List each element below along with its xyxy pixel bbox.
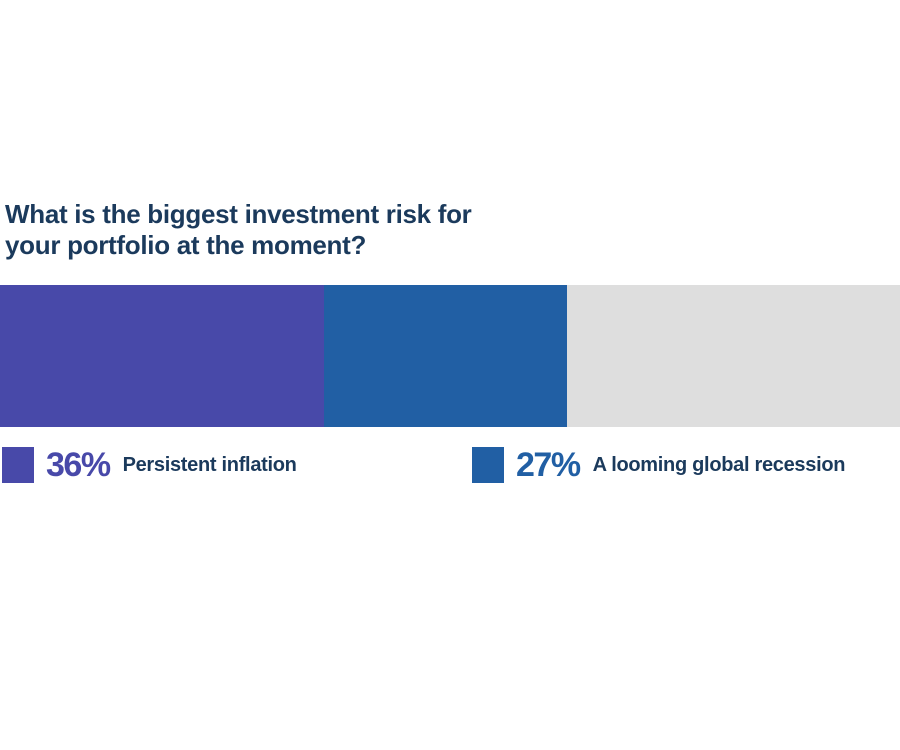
legend-swatch-blue [472, 447, 504, 483]
chart-title: What is the biggest investment risk for … [5, 199, 472, 260]
legend-label-global-recession: A looming global recession [592, 454, 846, 476]
bar-segment-persistent-inflation [0, 285, 324, 427]
stacked-bar [0, 285, 900, 427]
bar-segment-remainder [567, 285, 900, 427]
legend-percent-global-recession: 27% [516, 446, 581, 484]
legend-swatch-purple [2, 447, 34, 483]
bar-segment-global-recession [324, 285, 567, 427]
legend-label-persistent-inflation: Persistent inflation [122, 454, 297, 476]
legend-item-global-recession: 27% A looming global recession [472, 447, 845, 483]
legend-item-persistent-inflation: 36% Persistent inflation [2, 447, 297, 483]
legend-percent-persistent-inflation: 36% [46, 446, 111, 484]
